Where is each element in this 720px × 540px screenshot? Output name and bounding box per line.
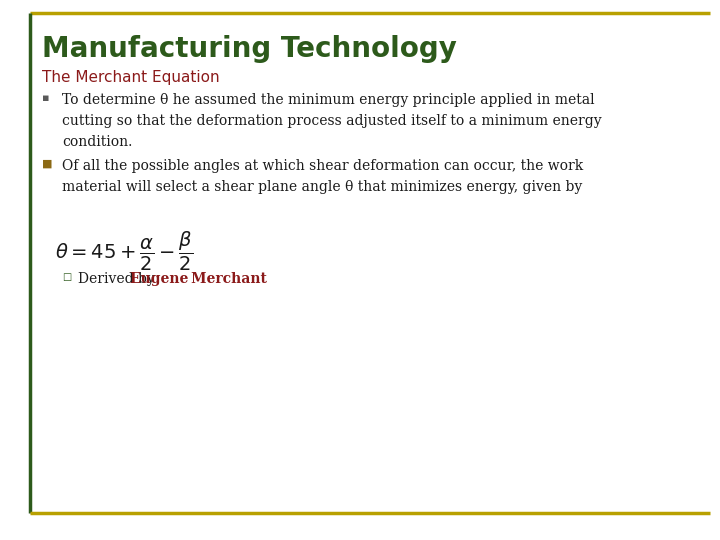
Text: □: □ xyxy=(62,272,71,282)
Text: Of all the possible angles at which shear deformation can occur, the work: Of all the possible angles at which shea… xyxy=(62,159,583,173)
Text: Derived by: Derived by xyxy=(78,272,159,286)
Text: To determine θ he assumed the minimum energy principle applied in metal: To determine θ he assumed the minimum en… xyxy=(62,93,595,107)
Text: material will select a shear plane angle θ that minimizes energy, given by: material will select a shear plane angle… xyxy=(62,180,582,194)
Text: The Merchant Equation: The Merchant Equation xyxy=(42,70,220,85)
Text: cutting so that the deformation process adjusted itself to a minimum energy: cutting so that the deformation process … xyxy=(62,114,602,128)
Text: condition.: condition. xyxy=(62,135,132,149)
Text: Manufacturing Technology: Manufacturing Technology xyxy=(42,35,457,63)
Text: $\theta = 45 + \dfrac{\alpha}{2} - \dfrac{\beta}{2}$: $\theta = 45 + \dfrac{\alpha}{2} - \dfra… xyxy=(55,230,193,273)
Text: Eugene Merchant: Eugene Merchant xyxy=(130,272,267,286)
Text: ■: ■ xyxy=(42,159,53,169)
Text: ▪: ▪ xyxy=(42,93,50,103)
